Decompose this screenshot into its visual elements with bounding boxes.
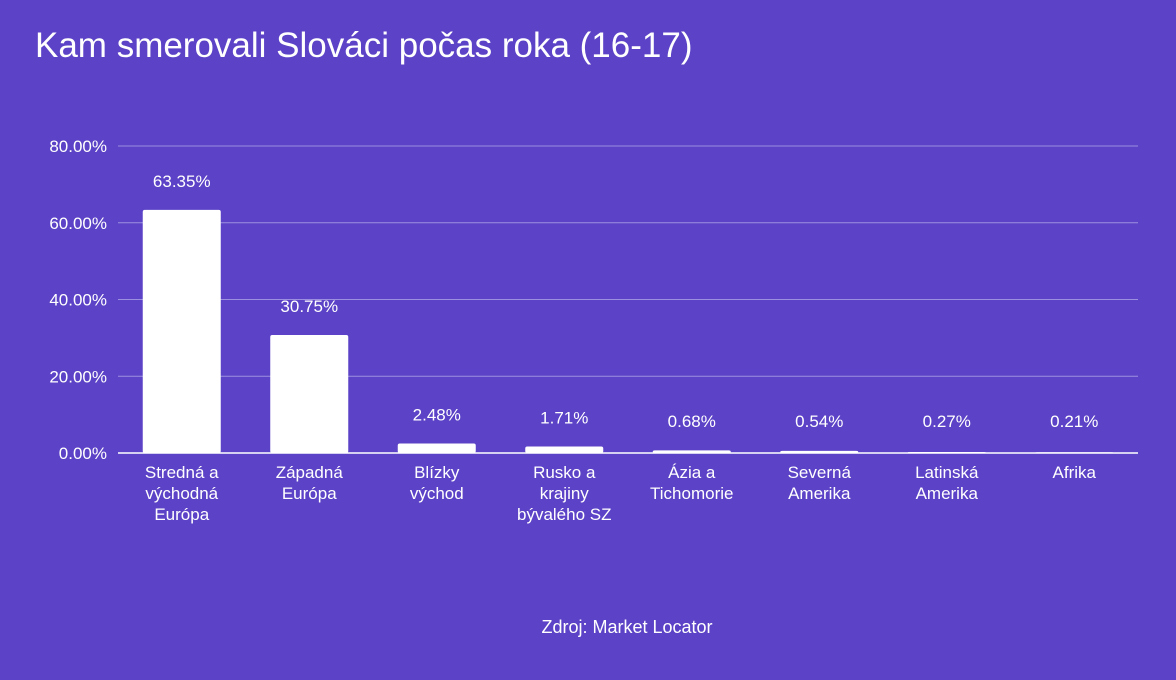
bar <box>142 209 221 453</box>
data-label: 63.35% <box>153 172 211 191</box>
x-tick-label: Tichomorie <box>650 484 733 503</box>
y-tick-label: 0.00% <box>59 444 107 463</box>
data-label: 0.54% <box>795 412 843 431</box>
data-label: 30.75% <box>280 297 338 316</box>
y-tick-label: 40.00% <box>49 291 107 310</box>
y-tick-label: 60.00% <box>49 214 107 233</box>
x-tick-label: Severná <box>788 463 852 482</box>
x-tick-label: Rusko a <box>533 463 596 482</box>
x-tick-label: Amerika <box>788 484 851 503</box>
bar <box>397 443 476 453</box>
data-label: 0.21% <box>1050 412 1098 431</box>
x-tick-label: Blízky <box>414 463 460 482</box>
data-label: 2.48% <box>413 405 461 424</box>
chart-source-note: Zdroj: Market Locator <box>541 617 713 637</box>
x-tick-label: východ <box>410 484 464 503</box>
x-tick-label: Latinská <box>915 463 979 482</box>
x-tick-label: Stredná a <box>145 463 219 482</box>
y-tick-label: 20.00% <box>49 367 107 386</box>
x-tick-label: krajiny <box>540 484 590 503</box>
y-tick-label: 80.00% <box>49 137 107 156</box>
x-tick-label: Ázia a <box>668 463 716 482</box>
x-tick-label: Afrika <box>1053 463 1097 482</box>
x-tick-label: Európa <box>282 484 337 503</box>
x-tick-label: bývalého SZ <box>517 505 612 524</box>
bar <box>525 446 604 453</box>
data-label: 1.71% <box>540 408 588 427</box>
x-tick-label: Amerika <box>916 484 979 503</box>
data-label: 0.27% <box>923 412 971 431</box>
x-tick-label: východná <box>145 484 218 503</box>
bar <box>270 334 349 453</box>
x-tick-label: Západná <box>276 463 344 482</box>
x-tick-label: Európa <box>154 505 209 524</box>
data-label: 0.68% <box>668 412 716 431</box>
chart-title: Kam smerovali Slováci počas roka (16-17) <box>35 26 693 65</box>
